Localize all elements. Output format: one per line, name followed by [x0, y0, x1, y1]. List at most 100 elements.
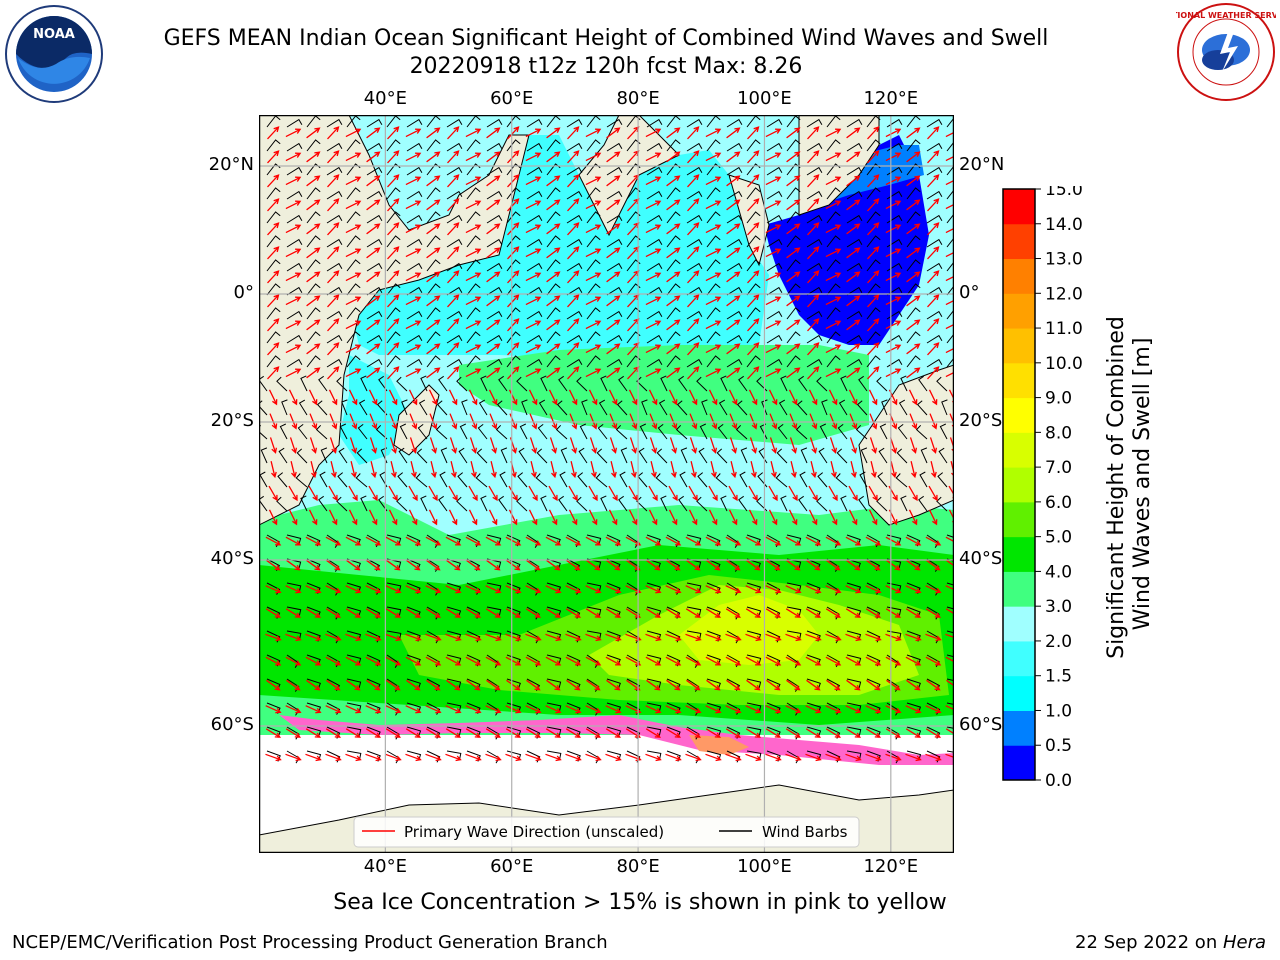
wind-barb — [766, 214, 783, 224]
lon-tick-label-bottom: 80°E — [616, 856, 660, 877]
madagascar-coastal-band — [339, 355, 409, 465]
wave-direction-arrow — [886, 679, 901, 691]
wave-direction-arrow — [345, 344, 362, 354]
colorbar-band — [1003, 258, 1035, 294]
wind-barb — [897, 424, 908, 440]
lon-tick-label-top: 100°E — [737, 88, 792, 109]
wave-direction-arrow — [346, 679, 361, 691]
wind-barb — [581, 399, 588, 416]
wind-barb — [806, 166, 823, 176]
wave-direction-arrow — [905, 585, 922, 594]
wave-direction-arrow — [885, 633, 902, 642]
wind-barb — [306, 726, 322, 737]
wave-direction-arrow — [705, 608, 721, 618]
wind-barb — [477, 424, 488, 440]
wave-height-map: Primary Wave Direction (unscaled) Wind B… — [259, 115, 954, 853]
wind-barb — [486, 358, 503, 368]
wind-barb — [777, 424, 788, 440]
wind-barb — [606, 334, 623, 344]
wind-barb — [606, 310, 623, 320]
wind-barb — [919, 471, 928, 488]
wave-direction-arrow — [265, 633, 282, 642]
wave-direction-arrow — [688, 389, 698, 406]
wave-direction-arrow — [328, 485, 338, 502]
wind-barb — [606, 678, 621, 690]
colorbar-band — [1003, 710, 1035, 746]
wind-barb — [946, 237, 954, 248]
wave-direction-arrow — [566, 679, 581, 691]
wind-barb — [546, 331, 561, 344]
wave-direction-arrow — [585, 608, 601, 618]
wind-barb — [786, 307, 801, 320]
wind-barb — [846, 678, 862, 689]
wave-direction-arrow — [666, 271, 681, 283]
wave-direction-arrow — [666, 343, 681, 355]
wind-barb — [837, 424, 848, 440]
wind-barb — [286, 118, 303, 128]
wave-direction-arrow — [609, 413, 618, 430]
wind-barb — [856, 400, 868, 416]
wind-barb — [920, 447, 928, 464]
wave-direction-arrow — [468, 509, 478, 526]
wave-direction-arrow — [285, 344, 302, 354]
wind-barb — [566, 334, 583, 344]
wind-barb — [486, 142, 503, 152]
wave-direction-arrow — [786, 151, 801, 163]
wave-direction-arrow — [486, 175, 501, 187]
wind-barb — [761, 399, 768, 416]
wind-barb — [655, 473, 668, 488]
wave-direction-arrow — [486, 559, 501, 571]
wave-direction-arrow — [270, 461, 277, 479]
wind-barb — [646, 310, 663, 320]
colorbar-tick-label: 0.0 — [1045, 771, 1072, 786]
wave-direction-arrow — [645, 320, 662, 330]
wind-barb — [446, 142, 463, 152]
wind-barb — [686, 358, 703, 368]
wind-barb — [821, 399, 828, 416]
wave-direction-arrow — [728, 389, 738, 406]
wind-barb — [786, 211, 801, 224]
wave-direction-arrow — [765, 633, 782, 642]
wave-direction-arrow — [906, 127, 921, 139]
australia-land — [858, 364, 954, 526]
wind-barb — [786, 582, 802, 592]
wave-direction-arrow — [865, 633, 882, 642]
wave-direction-arrow — [426, 199, 441, 211]
wind-barb — [806, 262, 823, 272]
wave-direction-arrow — [705, 176, 722, 186]
wind-barb — [906, 235, 921, 248]
wave-direction-arrow — [285, 176, 302, 186]
wave-direction-arrow — [885, 128, 902, 138]
wave-direction-arrow — [429, 437, 438, 454]
wave-direction-arrow — [745, 728, 761, 738]
wave-direction-arrow — [606, 223, 621, 235]
wave-direction-arrow — [408, 485, 418, 502]
wave-direction-arrow — [327, 294, 340, 308]
wind-barb — [946, 654, 954, 658]
wave-direction-arrow — [765, 224, 782, 234]
wind-barb — [341, 399, 348, 416]
wave-direction-arrow — [525, 656, 542, 666]
wind-barb — [600, 375, 608, 392]
wave-direction-arrow — [845, 753, 862, 762]
wave-direction-arrow — [385, 728, 401, 738]
wave-direction-arrow — [645, 248, 662, 258]
wave-direction-arrow — [405, 633, 422, 642]
wave-direction-arrow — [589, 437, 598, 454]
wind-barb — [906, 726, 922, 737]
wind-barb — [866, 187, 881, 200]
wave-direction-arrow — [805, 585, 822, 594]
wind-barb — [446, 118, 463, 128]
wave-direction-arrow — [545, 656, 562, 666]
wave-direction-arrow — [485, 753, 502, 762]
wind-barb — [566, 190, 583, 200]
wind-barb — [326, 190, 343, 200]
wave-direction-arrow — [609, 437, 618, 454]
wave-direction-arrow — [387, 150, 400, 164]
wave-direction-arrow — [385, 585, 402, 594]
wind-barb — [286, 286, 303, 296]
wind-barb — [606, 166, 623, 176]
wave-direction-arrow — [285, 656, 302, 666]
wave-direction-arrow — [447, 270, 460, 284]
wind-barb — [459, 423, 468, 440]
